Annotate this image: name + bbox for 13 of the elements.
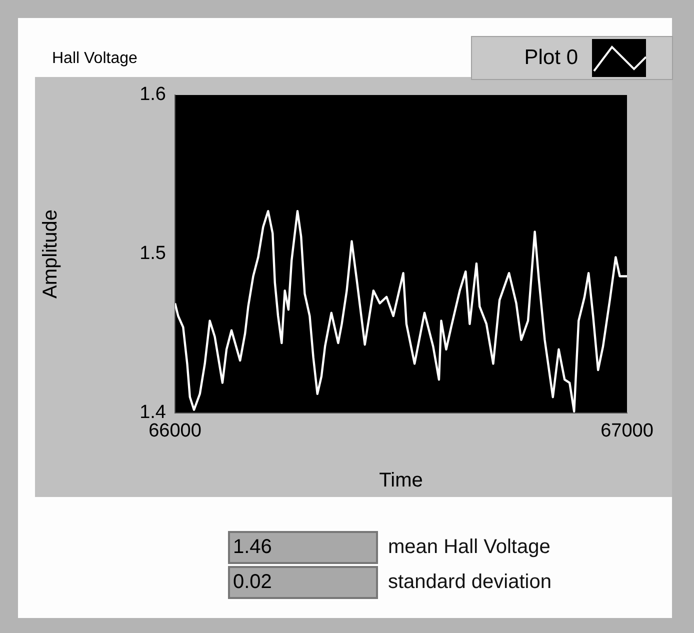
- x-axis-title: Time: [379, 470, 423, 492]
- text: mean Hall Voltage: [388, 536, 550, 559]
- y-axis-title: Amplitude: [40, 210, 62, 298]
- text: 1.46: [228, 531, 378, 564]
- y-tick-label: 1.5: [140, 243, 166, 264]
- x-tick-label: 67000: [600, 420, 654, 442]
- text: standard deviation: [388, 571, 552, 594]
- legend-label: Plot 0: [524, 46, 578, 70]
- x-tick-label: 66000: [148, 420, 202, 442]
- text: 0.02: [228, 566, 378, 599]
- y-tick-label: 1.4: [140, 402, 166, 424]
- chart-title: Hall Voltage: [52, 50, 138, 68]
- y-tick-label: 1.6: [140, 84, 166, 106]
